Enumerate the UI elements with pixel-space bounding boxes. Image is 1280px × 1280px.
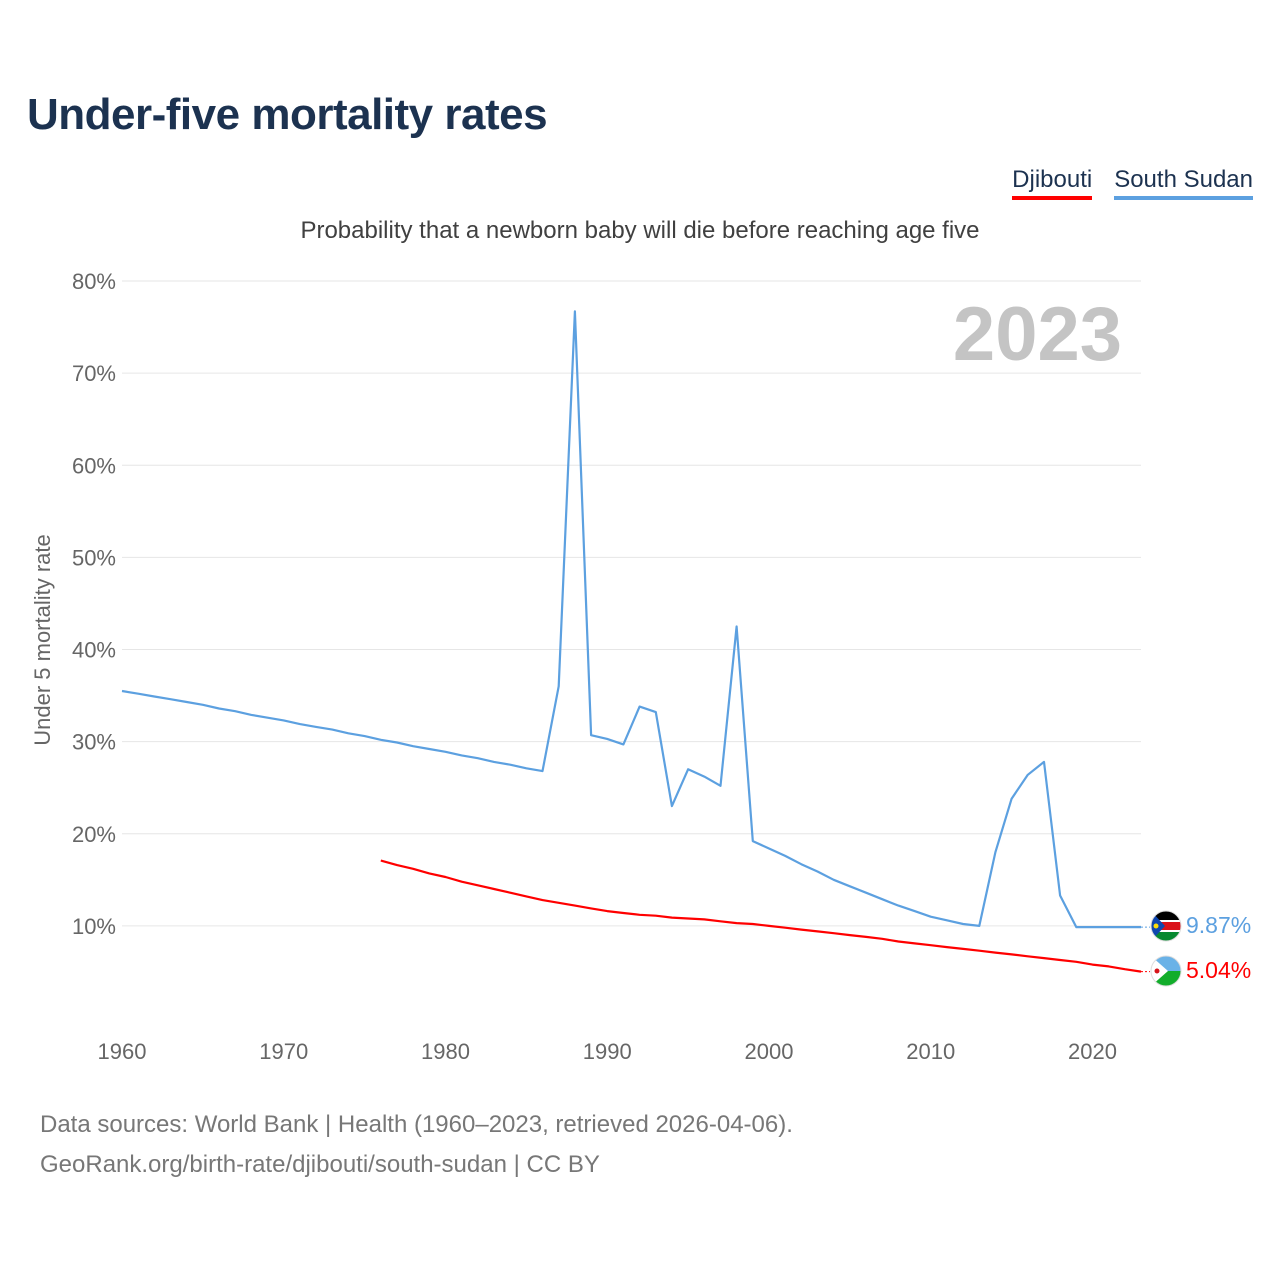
source-line-1: Data sources: World Bank | Health (1960–… (40, 1111, 793, 1138)
x-tick-label: 2000 (745, 1039, 794, 1064)
djibouti-end-label: 5.04% (1186, 957, 1251, 983)
series-line-djibouti (380, 859, 1142, 973)
gridlines (122, 280, 1141, 927)
legend-item-south-sudan[interactable]: South Sudan (1114, 166, 1253, 200)
djibouti-flag-icon (1150, 955, 1182, 987)
y-tick-label: 80% (72, 269, 116, 294)
y-tick-label: 10% (72, 914, 116, 939)
x-tick-label: 2020 (1068, 1039, 1117, 1064)
x-tick-label: 2010 (906, 1039, 955, 1064)
y-tick-label: 20% (72, 822, 116, 847)
y-tick-label: 40% (72, 638, 116, 663)
x-tick-label: 1960 (98, 1039, 147, 1064)
y-tick-label: 70% (72, 361, 116, 386)
series-line-south-sudan (121, 310, 1141, 929)
end-markers: 9.87% 5.04% (1150, 910, 1251, 987)
y-tick-label: 50% (72, 545, 116, 570)
year-label: 2023 (953, 292, 1122, 377)
x-tick-label: 1970 (259, 1039, 308, 1064)
y-axis-label: Under 5 mortality rate (30, 534, 55, 746)
source-note: Data sources: World Bank | Health (1960–… (40, 1105, 793, 1185)
south-sudan-flag-icon (1150, 910, 1182, 942)
legend-item-djibouti[interactable]: Djibouti (1012, 166, 1093, 200)
y-axis-ticks: 10% 20% 30% 40% 50% 60% 70% 80% (72, 269, 116, 939)
y-tick-label: 60% (72, 453, 116, 478)
y-tick-label: 30% (72, 730, 116, 755)
chart-title: Under-five mortality rates (27, 90, 548, 139)
chart-subtitle: Probability that a newborn baby will die… (300, 217, 980, 244)
legend: Djibouti South Sudan (1012, 166, 1253, 200)
x-tick-label: 1990 (583, 1039, 632, 1064)
south-sudan-end-label: 9.87% (1186, 912, 1251, 938)
x-axis-ticks: 1960 1970 1980 1990 2000 2010 2020 (98, 1039, 1117, 1064)
source-line-2: GeoRank.org/birth-rate/djibouti/south-su… (40, 1151, 600, 1178)
x-tick-label: 1980 (421, 1039, 470, 1064)
series-lines (121, 310, 1150, 973)
